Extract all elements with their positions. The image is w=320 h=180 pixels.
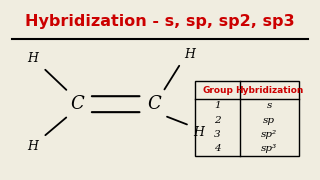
- Text: H: H: [28, 140, 38, 153]
- Text: sp: sp: [263, 116, 276, 125]
- Text: 2: 2: [214, 116, 221, 125]
- Text: 3: 3: [214, 130, 221, 139]
- Text: H: H: [184, 48, 195, 61]
- Text: H: H: [28, 52, 38, 65]
- Text: C: C: [70, 95, 84, 113]
- Text: Hybridization: Hybridization: [235, 86, 304, 94]
- Text: sp³: sp³: [261, 144, 277, 153]
- Text: s: s: [267, 102, 272, 111]
- Text: Hybridization - s, sp, sp2, sp3: Hybridization - s, sp, sp2, sp3: [25, 14, 295, 29]
- Text: 1: 1: [214, 102, 221, 111]
- Text: C: C: [147, 95, 161, 113]
- Text: Group: Group: [202, 86, 233, 94]
- Text: H: H: [193, 126, 204, 139]
- Text: sp²: sp²: [261, 130, 277, 139]
- Text: 4: 4: [214, 144, 221, 153]
